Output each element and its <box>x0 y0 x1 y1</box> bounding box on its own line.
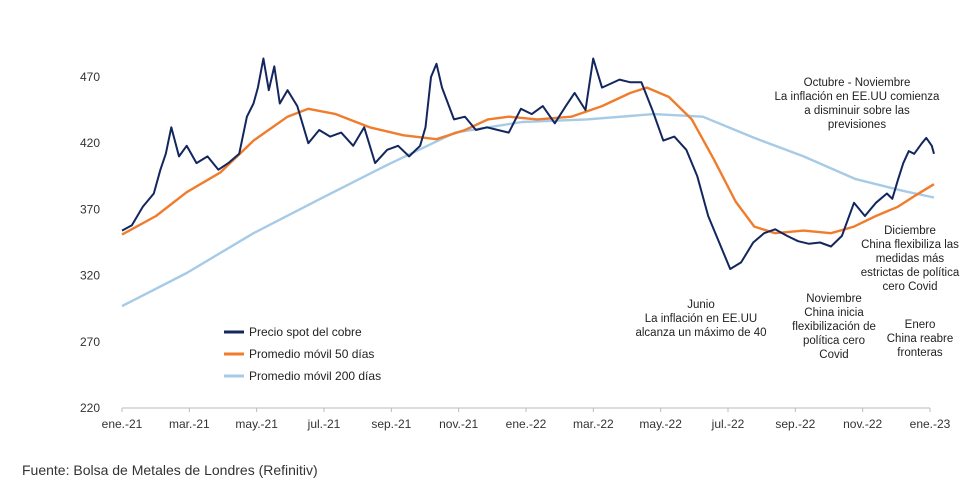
legend: Precio spot del cobre Promedio móvil 50 d… <box>224 325 381 383</box>
annotation-noviembre: Noviembre <box>806 293 862 305</box>
x-tick-label: ene.-23 <box>910 417 951 431</box>
annotation-octubre: La inflación en EE.UU comienza <box>775 91 941 103</box>
legend-label: Promedio móvil 200 días <box>249 369 381 383</box>
x-tick-label: mar.-22 <box>573 417 614 431</box>
y-tick-label: 270 <box>80 335 100 349</box>
annotation-diciembre: Diciembre <box>884 225 936 237</box>
y-tick-label: 320 <box>80 269 100 283</box>
annotation-junio: La inflación en EE.UU <box>645 313 758 325</box>
legend-label: Promedio móvil 50 días <box>249 347 374 361</box>
x-tick-label: ene.-22 <box>506 417 547 431</box>
source-note: Fuente: Bolsa de Metales de Londres (Ref… <box>22 462 318 478</box>
y-tick-label: 220 <box>80 401 100 415</box>
y-tick-label: 370 <box>80 202 100 216</box>
x-tick-label: sep.-21 <box>371 417 411 431</box>
annotation-noviembre: China inicia <box>804 307 864 319</box>
x-tick-label: ene.-21 <box>102 417 143 431</box>
series-layer <box>121 57 935 308</box>
annotation-junio: alcanza un máximo de 40 <box>635 327 766 339</box>
annotation-enero: fronteras <box>897 347 943 359</box>
annotation-junio: Junio <box>687 299 715 311</box>
annotation-diciembre: medidas más <box>876 253 945 265</box>
x-tick-label: may.-22 <box>639 417 682 431</box>
annotation-octubre: previsiones <box>828 119 886 131</box>
y-axis-ticks: 220 270 320 370 420 470 <box>80 70 100 415</box>
x-tick-label: mar.-21 <box>169 417 210 431</box>
annotation-enero: Enero <box>905 319 936 331</box>
annotation-noviembre: Covid <box>819 349 848 361</box>
x-tick-label: nov.-21 <box>439 417 478 431</box>
x-tick-label: may.-21 <box>235 417 278 431</box>
x-tick-label: jul.-22 <box>711 417 745 431</box>
annotation-enero: China reabre <box>887 333 953 345</box>
annotation-noviembre: política cero <box>803 335 865 347</box>
annotation-diciembre: cero Covid <box>883 281 938 293</box>
annotation-noviembre: flexibilización de <box>792 321 876 333</box>
x-tick-label: jul.-21 <box>307 417 341 431</box>
annotation-diciembre: estrictas de política <box>861 267 960 279</box>
series-line-0 <box>121 57 935 270</box>
y-tick-label: 420 <box>80 136 100 150</box>
y-tick-label: 470 <box>80 70 100 84</box>
annotation-octubre: a disminuir sobre las <box>804 105 910 117</box>
annotations: Octubre - Noviembre La inflación en EE.UU… <box>635 77 959 361</box>
x-tick-label: nov.-22 <box>843 417 882 431</box>
series-line-1 <box>121 86 935 236</box>
series-line-2 <box>121 112 935 308</box>
x-tick-label: sep.-22 <box>775 417 815 431</box>
x-axis-ticks: ene.-21 mar.-21 may.-21 jul.-21 sep.-21 nov.-… <box>102 408 951 431</box>
annotation-octubre: Octubre - Noviembre <box>804 77 911 89</box>
legend-label: Precio spot del cobre <box>249 325 362 339</box>
annotation-diciembre: China flexibiliza las <box>861 239 959 251</box>
